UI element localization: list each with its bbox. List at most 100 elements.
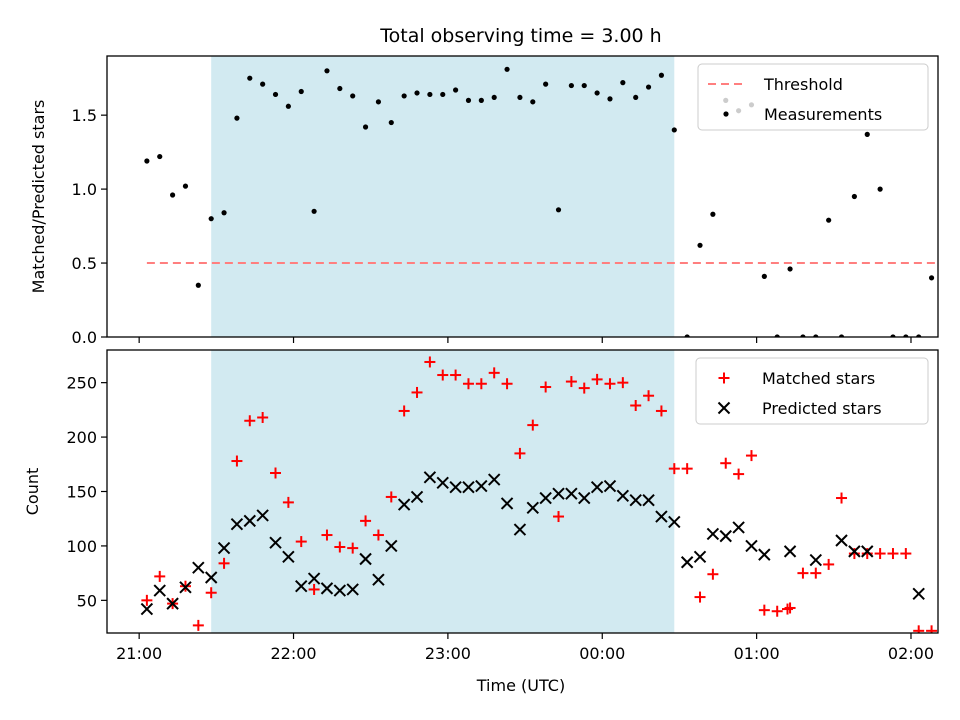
top-panel-measurements-point [157,153,163,160]
bottom-panel-y-tick-label: 250 [66,374,97,393]
bottom-panel-predicted-stars-point-d2 [693,550,707,564]
bottom-panel-predicted-stars-point [680,556,694,569]
bottom-panel-matched-stars-point [797,567,809,579]
bottom-panel-predicted-stars-point-d2 [526,501,539,515]
bottom-panel-matched-stars-point [887,548,899,560]
bottom-panel-predicted-stars-point-d2 [500,497,514,510]
bottom-panel-predicted-stars-point [243,514,256,528]
bottom-panel-y-tick-label: 100 [66,537,97,556]
top-panel-measurements-point [530,99,536,105]
bottom-panel-predicted-stars-point [449,480,462,494]
bottom-panel-predicted-stars-point [809,553,823,567]
bottom-panel-predicted-stars-point-d2 [423,471,437,484]
bottom-panel-predicted-stars-point-d2 [475,479,488,493]
top-panel-measurements-point [414,90,420,96]
top-panel-measurements-point [440,91,446,98]
bottom-panel-matched-stars-point [771,605,783,617]
x-tick-label: 01:00 [734,644,780,663]
bottom-panel-matched-stars-point [154,570,166,582]
bottom-panel-predicted-stars-point-d2 [719,529,732,543]
top-panel-measurements-point [710,211,716,217]
bottom-panel-matched-stars-point [437,369,449,381]
bottom-panel-predicted-stars-point-d2 [655,510,668,523]
top-panel-measurements-point [285,103,291,109]
bottom-panel-matched-stars-point [398,405,410,417]
top-panel-measurements-point [234,115,240,121]
bottom-panel-matched-stars-point [270,467,282,479]
bottom-panel-predicted-stars-point [487,473,501,486]
bottom-panel-predicted-stars-point-d2 [848,545,861,558]
top-panel-measurements-point [272,91,279,98]
bottom-panel-predicted-stars-point [513,523,527,536]
top-panel-measurements-point [877,186,883,192]
bottom-panel-predicted-stars-point-d2 [333,584,347,597]
bottom-panel-predicted-stars-point [578,491,591,505]
bottom-panel-predicted-stars-point-d2 [410,490,424,504]
top-panel-measurements-point [620,80,626,86]
bottom-panel-predicted-stars-point [861,545,874,558]
bottom-panel-matched-stars-point [553,511,565,523]
top-panel-measurements-point [375,99,382,105]
top-panel-measurements-point [658,72,665,78]
top-panel-legend: Threshold Measurements [697,63,929,131]
bottom-panel-matched-stars-point [424,356,436,368]
bottom-panel-predicted-stars-point-d2 [809,553,823,567]
bottom-panel-predicted-stars-point [835,534,848,547]
bottom-panel-matched-stars-point [462,378,474,390]
bottom-panel: 50 100 150 200 250 21:00 22:00 23:00 00:00 01:00 0… [23,349,939,663]
bottom-panel-matched-stars-point [578,382,590,394]
top-panel-measurements-point [260,81,266,87]
chart-title: Total observing time = 3.00 h [379,25,661,47]
bottom-panel-predicted-stars-point-d2 [179,581,192,594]
bottom-panel-predicted-stars-point-d2 [372,573,385,586]
bottom-panel-matched-stars-point [308,583,320,595]
top-panel-measurements-point [555,207,562,213]
bottom-panel-predicted-stars-point [217,541,231,555]
bottom-panel-matched-stars-point [913,625,925,633]
bottom-panel-predicted-stars-point-d2 [166,597,179,610]
bottom-panel-predicted-stars-point [269,536,282,549]
bottom-panel-y-tick-label: 50 [77,591,97,610]
bottom-panel-matched-stars-point [836,492,848,504]
bottom-panel-predicted-stars-point-d2 [487,473,501,486]
top-panel-measurements-point [826,217,832,223]
bottom-panel-matched-stars-point [527,419,539,431]
bottom-panel-matched-stars-point [810,567,822,579]
top-panel-measurements-point [401,93,407,99]
bottom-panel-predicted-stars-point [179,581,192,594]
bottom-panel-predicted-stars-point-d2 [835,534,848,547]
bottom-panel-matched-stars-point [655,405,667,417]
bottom-panel-matched-stars-point [617,377,629,389]
bottom-panel-predicted-stars-point-d2 [861,545,874,558]
bottom-panel-predicted-stars-point-d2 [758,548,771,561]
bottom-panel-matched-stars-point [565,376,577,388]
bottom-panel-predicted-stars-point-d2 [282,550,295,564]
top-panel-legend-box [697,63,929,131]
bottom-panel-predicted-stars-point-d2 [359,552,372,566]
bottom-panel-predicted-stars-point-d2 [346,583,359,596]
bottom-panel-predicted-stars-point [372,573,385,586]
bottom-panel-y-axis-label: Count [23,468,42,516]
bottom-panel-predicted-stars-point [668,515,681,529]
x-tick-label: 22:00 [270,644,316,663]
bottom-panel-predicted-stars-point [282,550,295,564]
top-panel-measurements-point [350,93,356,99]
bottom-panel-matched-stars-point [745,450,757,462]
bottom-panel-matched-stars-point [244,415,256,427]
top-panel-measurements-point [298,88,304,95]
top-panel-measurements-point [144,158,150,164]
bottom-panel-matched-stars-point [694,591,706,603]
top-panel-measurements-point [517,94,523,101]
top-panel-measurements-point [324,68,330,74]
bottom-panel-predicted-stars-point-d2 [668,515,681,529]
top-panel-measurements-point [427,91,433,98]
top-panel-measurements-point [761,273,767,279]
bottom-panel-predicted-stars-point [462,480,475,494]
top-panel-measurements-point [697,242,703,248]
bottom-panel-predicted-stars-point [783,545,797,558]
top-panel-measurements-point [491,94,497,101]
bottom-panel-predicted-stars-point [539,491,552,505]
bottom-panel-predicted-stars-point [397,498,411,511]
bottom-panel-predicted-stars-point [436,476,449,489]
top-panel-measurements-point [362,124,369,130]
